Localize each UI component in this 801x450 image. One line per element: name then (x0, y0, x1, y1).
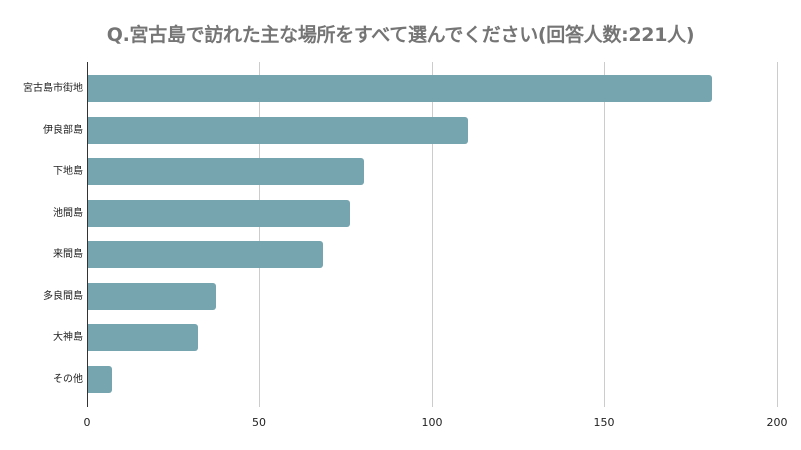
gridline-150 (604, 62, 605, 407)
x-tick-label: 150 (593, 416, 615, 429)
bar (88, 199, 351, 227)
x-tick-label: 50 (252, 416, 266, 429)
bar (88, 241, 323, 268)
category-label: 宮古島市街地 (23, 83, 83, 94)
y-axis-line (87, 62, 88, 407)
bar (88, 116, 468, 144)
plot-area (87, 62, 778, 407)
category-label: 来間島 (53, 249, 83, 260)
category-label: 多良間島 (43, 290, 83, 302)
gridline-50 (259, 62, 260, 407)
bar (88, 365, 113, 393)
category-label: 下地島 (53, 166, 83, 177)
category-label: 池間島 (53, 207, 83, 219)
bar (88, 75, 713, 102)
chart-title: Q.宮古島で訪れた主な場所をすべて選んでください(回答人数:221人) (106, 24, 695, 46)
gridline-200 (777, 62, 778, 407)
category-label: 大神島 (53, 332, 83, 343)
bar (88, 282, 216, 310)
bar (88, 324, 199, 351)
category-label: その他 (53, 373, 83, 385)
category-label: 伊良部島 (43, 124, 83, 136)
bar (88, 158, 364, 185)
x-tick-label: 0 (83, 416, 91, 429)
gridline-100 (432, 62, 433, 407)
x-tick-label: 100 (421, 416, 443, 429)
x-tick-label: 200 (766, 416, 788, 429)
